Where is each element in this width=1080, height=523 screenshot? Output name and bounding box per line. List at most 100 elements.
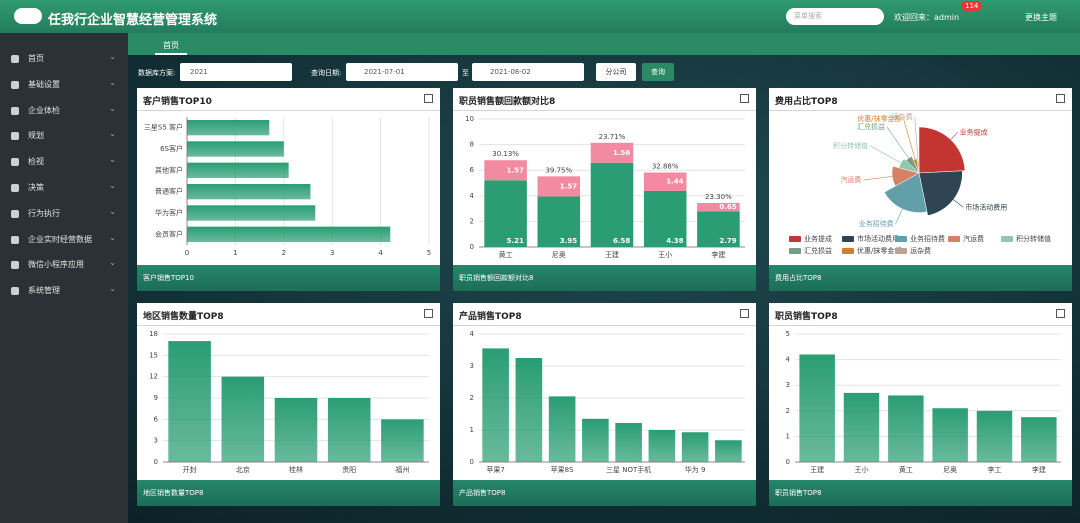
sector — [916, 160, 920, 174]
x-tick-label: 北京 — [236, 465, 250, 474]
leader-line — [914, 117, 919, 162]
bar — [482, 348, 509, 462]
value-label: 1.57 — [560, 182, 577, 190]
panel-caption: 职员销售TOP8 — [769, 480, 1072, 506]
theme-button[interactable]: 更换主题 — [1025, 13, 1057, 22]
bar — [715, 440, 742, 462]
search-box[interactable]: 菜单搜索 — [786, 8, 884, 25]
sector — [918, 126, 966, 174]
value-label: 4.38 — [666, 237, 683, 245]
scheme-select[interactable]: 2021 — [180, 63, 292, 81]
menu-item[interactable]: 基础设置 — [0, 73, 128, 95]
expand-icon[interactable] — [424, 309, 433, 318]
panel-title: 职员销售额回款额对比8 — [459, 97, 556, 107]
y-tick-label: 15 — [149, 351, 158, 359]
y-tick-label: 三星S5 客户 — [144, 123, 183, 132]
sector — [913, 158, 920, 174]
legend-swatch — [1001, 236, 1013, 242]
bar — [187, 205, 316, 221]
panel-caption: 客户销售TOP10 — [137, 265, 440, 291]
x-tick-label: 尼奥 — [552, 250, 566, 259]
y-tick-label: 18 — [149, 330, 158, 338]
panel: 费用占比TOP8 业务提成 业务提成 市场活动费用 市场活动费用 业务招待费 业务招待费 汽运… — [769, 88, 1072, 291]
menu-item[interactable]: 首页 — [0, 47, 128, 69]
y-tick-label: 6 — [154, 415, 159, 423]
expand-icon[interactable] — [740, 309, 749, 318]
divider — [137, 325, 440, 326]
y-tick-label: 会员客户 — [155, 229, 183, 238]
panel: 客户销售TOP10 0 1 2 3 4 5 三星S5 客户 6S客户 其他客户 普通客户 华为客户 会员… — [137, 88, 440, 291]
expand-icon[interactable] — [1056, 94, 1065, 103]
branch-button[interactable]: 分公司 — [596, 63, 636, 81]
panel-title: 客户销售TOP10 — [143, 97, 212, 107]
sector — [883, 172, 928, 213]
bar — [648, 430, 676, 462]
value-label: 1.56 — [613, 149, 630, 157]
y-tick-label: 0 — [786, 458, 790, 466]
tab[interactable]: 首页 — [155, 38, 187, 55]
annotation: 32.88% — [652, 163, 679, 171]
logo — [14, 8, 42, 24]
bar — [187, 119, 270, 136]
bar — [681, 432, 709, 462]
menu-item[interactable]: 规划 — [0, 124, 128, 146]
expand-icon[interactable] — [740, 94, 749, 103]
expand-icon[interactable] — [1056, 309, 1065, 318]
bar — [843, 392, 880, 462]
expand-icon[interactable] — [424, 94, 433, 103]
bar — [274, 398, 318, 462]
bar — [548, 396, 576, 462]
y-tick-label: 3 — [154, 437, 158, 445]
bar — [799, 354, 835, 462]
bar — [187, 183, 311, 200]
divider — [137, 110, 440, 111]
legend-label: 业务招待费 — [910, 234, 945, 243]
y-tick-label: 6 — [470, 166, 475, 174]
start-date[interactable]: 2021-07-01 — [346, 63, 458, 81]
query-button[interactable]: 查询 — [642, 63, 674, 81]
annotation: 23.71% — [599, 133, 626, 141]
end-date[interactable]: 2021-08-02 — [472, 63, 584, 81]
x-tick-label: 三星 NOT手机 — [606, 465, 651, 474]
menu-item[interactable]: 企业体检 — [0, 99, 128, 121]
x-tick-label: 0 — [185, 249, 189, 257]
leader-line — [869, 145, 902, 164]
y-tick-label: 3 — [786, 381, 790, 389]
menu-item[interactable]: 系统管理 — [0, 279, 128, 301]
menu-item[interactable]: 微信小程序应用 — [0, 253, 128, 275]
panel-caption: 地区销售数量TOP8 — [137, 480, 440, 506]
x-tick-label: 桂林 — [289, 465, 303, 474]
divider — [769, 325, 1072, 326]
bar — [697, 202, 740, 212]
menu-item[interactable]: 检视 — [0, 150, 128, 172]
leader-line — [903, 119, 916, 160]
y-tick-label: 华为客户 — [155, 208, 183, 217]
x-tick-label: 开封 — [183, 465, 197, 474]
x-tick-label: 李工 — [988, 465, 1002, 474]
y-tick-label: 0 — [470, 243, 474, 251]
menu-item[interactable]: 行为执行 — [0, 202, 128, 224]
value-label: 2.79 — [719, 237, 736, 245]
bar — [484, 180, 527, 247]
menu-item[interactable]: 决策 — [0, 176, 128, 198]
bar — [888, 395, 924, 462]
x-tick-label: 苹果7 — [486, 465, 504, 474]
slice-label: 积分转储值 — [833, 141, 868, 150]
x-tick-label: 王小 — [658, 250, 672, 259]
x-tick-label: 5 — [427, 249, 431, 257]
app-title: 任我行企业智慧经营管理系统 — [48, 13, 218, 28]
chart: 0 2 4 6 8 10 5.21 1.57 30.13% 黄工 3.95 1.57 39.75% 尼奥 6… — [465, 115, 745, 259]
y-tick-label: 9 — [154, 394, 158, 402]
value-label: 6.58 — [613, 237, 630, 245]
panel: 产品销售TOP8 0 1 2 3 4 苹果7 苹果8S 三星 NOT手机 华为 9 产品销售TOP8 — [453, 303, 756, 506]
y-tick-label: 12 — [149, 373, 158, 381]
menu-item[interactable]: 企业实时经营数据 — [0, 228, 128, 250]
value-label: 0.65 — [719, 203, 736, 211]
y-tick-label: 6S客户 — [160, 144, 183, 153]
legend-swatch — [895, 248, 907, 254]
value-label: 1.44 — [666, 178, 683, 186]
panel-title: 费用占比TOP8 — [775, 97, 838, 107]
bar — [537, 176, 581, 197]
